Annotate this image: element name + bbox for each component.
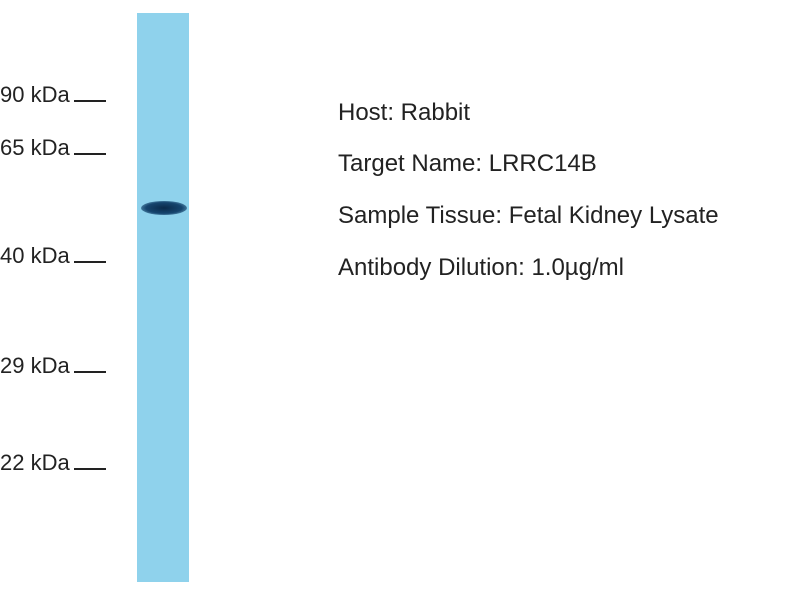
antibody-dilution-text: Antibody Dilution: 1.0µg/ml xyxy=(338,254,624,281)
marker-label: 22 kDa xyxy=(0,450,70,475)
target-name-text: Target Name: LRRC14B xyxy=(338,150,597,177)
marker-label: 40 kDa xyxy=(0,243,70,268)
host-text: Host: Rabbit xyxy=(338,99,471,126)
marker-label: 29 kDa xyxy=(0,353,70,378)
sample-tissue-text: Sample Tissue: Fetal Kidney Lysate xyxy=(338,202,719,229)
marker-label: 90 kDa xyxy=(0,82,70,107)
marker-29: 29 kDa xyxy=(0,353,106,379)
protein-band xyxy=(141,201,187,215)
marker-40: 40 kDa xyxy=(0,243,106,269)
blot-lane xyxy=(137,13,189,582)
marker-label: 65 kDa xyxy=(0,135,70,160)
marker-22: 22 kDa xyxy=(0,450,106,476)
marker-65: 65 kDa xyxy=(0,135,106,161)
marker-90: 90 kDa xyxy=(0,82,106,108)
